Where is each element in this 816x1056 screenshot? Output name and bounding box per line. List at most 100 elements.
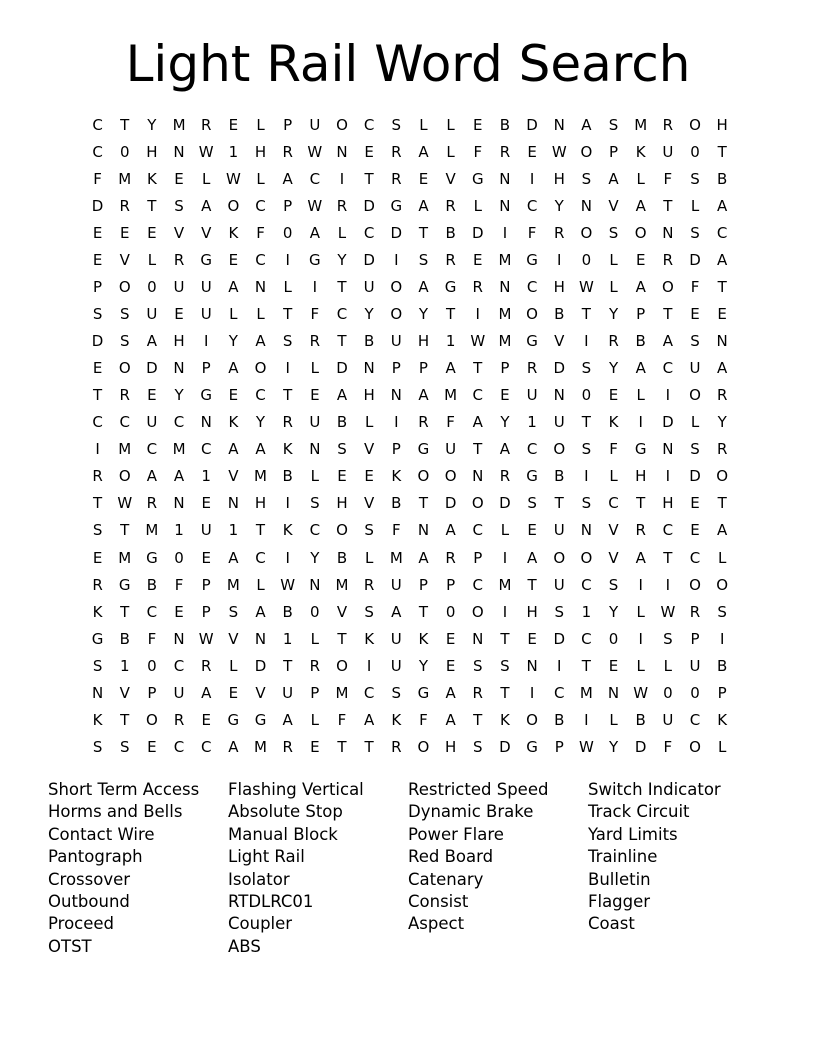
grid-letter: H	[526, 602, 538, 621]
grid-letter: K	[500, 710, 510, 729]
grid-letter: L	[310, 629, 319, 648]
grid-letter: P	[554, 737, 564, 756]
grid-letter: A	[445, 359, 456, 378]
grid-letter: C	[689, 548, 701, 567]
grid-letter: S	[92, 737, 103, 756]
grid-letter: N	[91, 683, 104, 702]
grid-letter: O	[336, 521, 348, 540]
grid-letter: M	[335, 683, 349, 702]
grid-letter: W	[198, 629, 214, 648]
grid-letter: F	[663, 737, 673, 756]
grid-letter: D	[662, 413, 674, 432]
grid-letter: A	[717, 197, 728, 216]
grid-letter: V	[228, 467, 239, 486]
grid-letter: R	[445, 548, 456, 567]
grid-letter: H	[444, 737, 457, 756]
grid-letter: R	[662, 116, 674, 134]
grid-letter: R	[662, 251, 674, 270]
grid-letter: S	[690, 332, 700, 351]
grid-letter: I	[557, 251, 562, 270]
grid-letter: U	[390, 629, 402, 648]
grid-letter: E	[228, 116, 239, 134]
grid-letter: T	[120, 116, 130, 134]
word-item: Flagger	[588, 892, 651, 912]
grid-letter: G	[471, 170, 484, 189]
grid-letter: P	[283, 197, 293, 216]
grid-letter: R	[445, 197, 456, 216]
grid-letter: S	[690, 224, 700, 243]
grid-letter: A	[146, 332, 158, 351]
grid-letter: P	[201, 359, 211, 378]
grid-letter: F	[310, 305, 320, 324]
grid-letter: A	[228, 737, 239, 756]
grid-letter: M	[254, 737, 267, 756]
grid-letter: O	[580, 548, 593, 567]
grid-letter: C	[716, 224, 728, 243]
grid-letter: W	[660, 602, 676, 621]
grid-letter: A	[255, 440, 266, 459]
word-column: Restricted Speed Dynamic Brake Power Flare…	[408, 779, 588, 958]
grid-letter: U	[662, 710, 674, 729]
word-item: Absolute Stop	[228, 802, 343, 822]
grid-letter: 1	[527, 413, 537, 432]
grid-letter: H	[254, 494, 267, 513]
grid-letter: I	[394, 413, 399, 432]
grid-letter: U	[390, 332, 402, 351]
word-item: Contact Wire	[48, 824, 155, 844]
word-item: Track Circuit	[588, 802, 690, 822]
grid-letter: O	[716, 575, 729, 594]
grid-letter: Y	[608, 305, 619, 324]
grid-letter: R	[146, 494, 158, 513]
grid-letter: U	[200, 521, 212, 540]
grid-letter: A	[418, 278, 429, 297]
grid-letter: N	[227, 494, 239, 513]
grid-letter: P	[636, 305, 646, 324]
grid-letter: G	[390, 197, 403, 216]
grid-letter: B	[146, 575, 158, 594]
grid-letter: O	[689, 386, 701, 405]
grid-letter: C	[255, 548, 266, 567]
grid-letter: V	[336, 602, 348, 621]
grid-letter: L	[256, 575, 265, 594]
grid-letter: 1	[581, 602, 592, 621]
grid-letter: W	[578, 278, 594, 297]
grid-letter: L	[500, 521, 510, 540]
grid-letter: G	[526, 467, 538, 486]
word-item: Trainline	[588, 847, 658, 867]
grid-letter: F	[93, 170, 102, 189]
grid-letter: L	[473, 197, 482, 216]
grid-letter: S	[663, 629, 673, 648]
grid-letter: I	[394, 251, 399, 270]
grid-letter: F	[690, 278, 700, 297]
grid-letter: G	[200, 386, 213, 405]
grid-letter: G	[444, 278, 457, 297]
grid-letter: S	[391, 116, 402, 134]
grid-letter: C	[553, 683, 565, 702]
grid-letter: E	[92, 251, 103, 270]
grid-letter: U	[689, 656, 701, 675]
grid-letter: E	[92, 548, 103, 567]
grid-letter: K	[146, 170, 157, 189]
grid-letter: O	[553, 548, 566, 567]
grid-letter: A	[608, 170, 619, 189]
grid-letter: B	[282, 602, 293, 621]
grid-letter: P	[473, 548, 483, 567]
grid-letter: R	[92, 467, 103, 486]
grid-letter: I	[584, 467, 589, 486]
grid-letter: E	[337, 467, 347, 486]
grid-letter: Y	[147, 116, 157, 134]
grid-letter: H	[363, 386, 375, 405]
grid-letter: I	[285, 494, 290, 513]
grid-letter: P	[690, 629, 700, 648]
grid-letter: N	[309, 440, 321, 459]
grid-letter: F	[663, 170, 673, 189]
word-item: Restricted Speed	[408, 780, 549, 799]
grid-letter: K	[717, 710, 728, 729]
grid-letter: T	[337, 278, 347, 297]
grid-letter: 1	[445, 332, 456, 351]
